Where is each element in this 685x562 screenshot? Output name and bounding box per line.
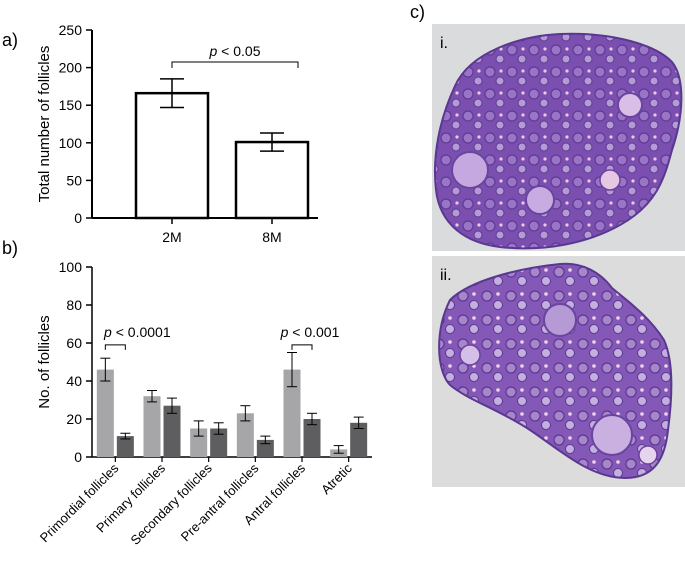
bar-Pre-antral follicles-series-1: [236, 413, 254, 457]
bar-Primordial follicles-series-1: [96, 369, 114, 457]
follicle-large: [591, 414, 633, 456]
bar-Secondary follicles-series-2: [210, 428, 228, 457]
bar-2M: [134, 91, 210, 220]
y-tick-label-b: 0: [74, 449, 82, 465]
y-tick-label-b: 80: [66, 297, 82, 313]
y-tick-label-a: 150: [59, 97, 83, 113]
x-tick-label-2M: 2M: [162, 229, 181, 245]
y-tick-label-b: 20: [66, 411, 82, 427]
follicle: [459, 344, 481, 366]
bar-Atretic-series-2: [350, 422, 368, 457]
panel-label-b: b): [2, 238, 19, 258]
y-tick-label-a: 200: [59, 60, 83, 76]
micrograph-label-ii: ii.: [440, 267, 452, 284]
y-tick-label-b: 60: [66, 335, 82, 351]
bar-Primary follicles-series-2: [163, 405, 181, 457]
follicle: [543, 303, 577, 337]
follicle: [525, 185, 555, 215]
significance-label-a: p < 0.05: [209, 43, 261, 59]
y-tick-label-b: 40: [66, 373, 82, 389]
y-tick-label-a: 0: [74, 210, 82, 226]
panel-label-a: a): [2, 30, 19, 50]
significance-label-b-2: p < 0.001: [280, 324, 340, 340]
micrograph-label-i: i.: [440, 35, 448, 52]
y-axis-label-b: No. of follicles: [36, 315, 53, 408]
y-tick-label-a: 100: [59, 135, 83, 151]
panel-label-c: c): [410, 2, 425, 22]
bar-Primary follicles-series-1: [143, 396, 161, 457]
significance-bracket-a: [171, 61, 299, 68]
significance-bracket-b-2: [291, 344, 313, 350]
follicle: [638, 445, 658, 465]
x-tick-label-8M: 8M: [262, 229, 281, 245]
y-tick-label-a: 250: [59, 22, 83, 38]
y-tick-label-a: 50: [66, 172, 82, 188]
micrograph-i-tissue: [433, 32, 683, 250]
follicle: [599, 169, 621, 191]
significance-label-b-1: p < 0.0001: [103, 324, 171, 340]
bar-Primordial follicles-series-2: [116, 436, 134, 457]
significance-bracket-b-1: [104, 344, 126, 350]
follicle: [617, 92, 643, 118]
follicle-large: [451, 151, 489, 189]
bar-Antral follicles-series-1: [283, 369, 301, 457]
y-tick-label-b: 100: [59, 259, 83, 275]
bar-8M: [234, 140, 310, 220]
bar-Antral follicles-series-2: [303, 419, 321, 457]
y-axis-label-a: Total number of follicles: [36, 46, 53, 203]
